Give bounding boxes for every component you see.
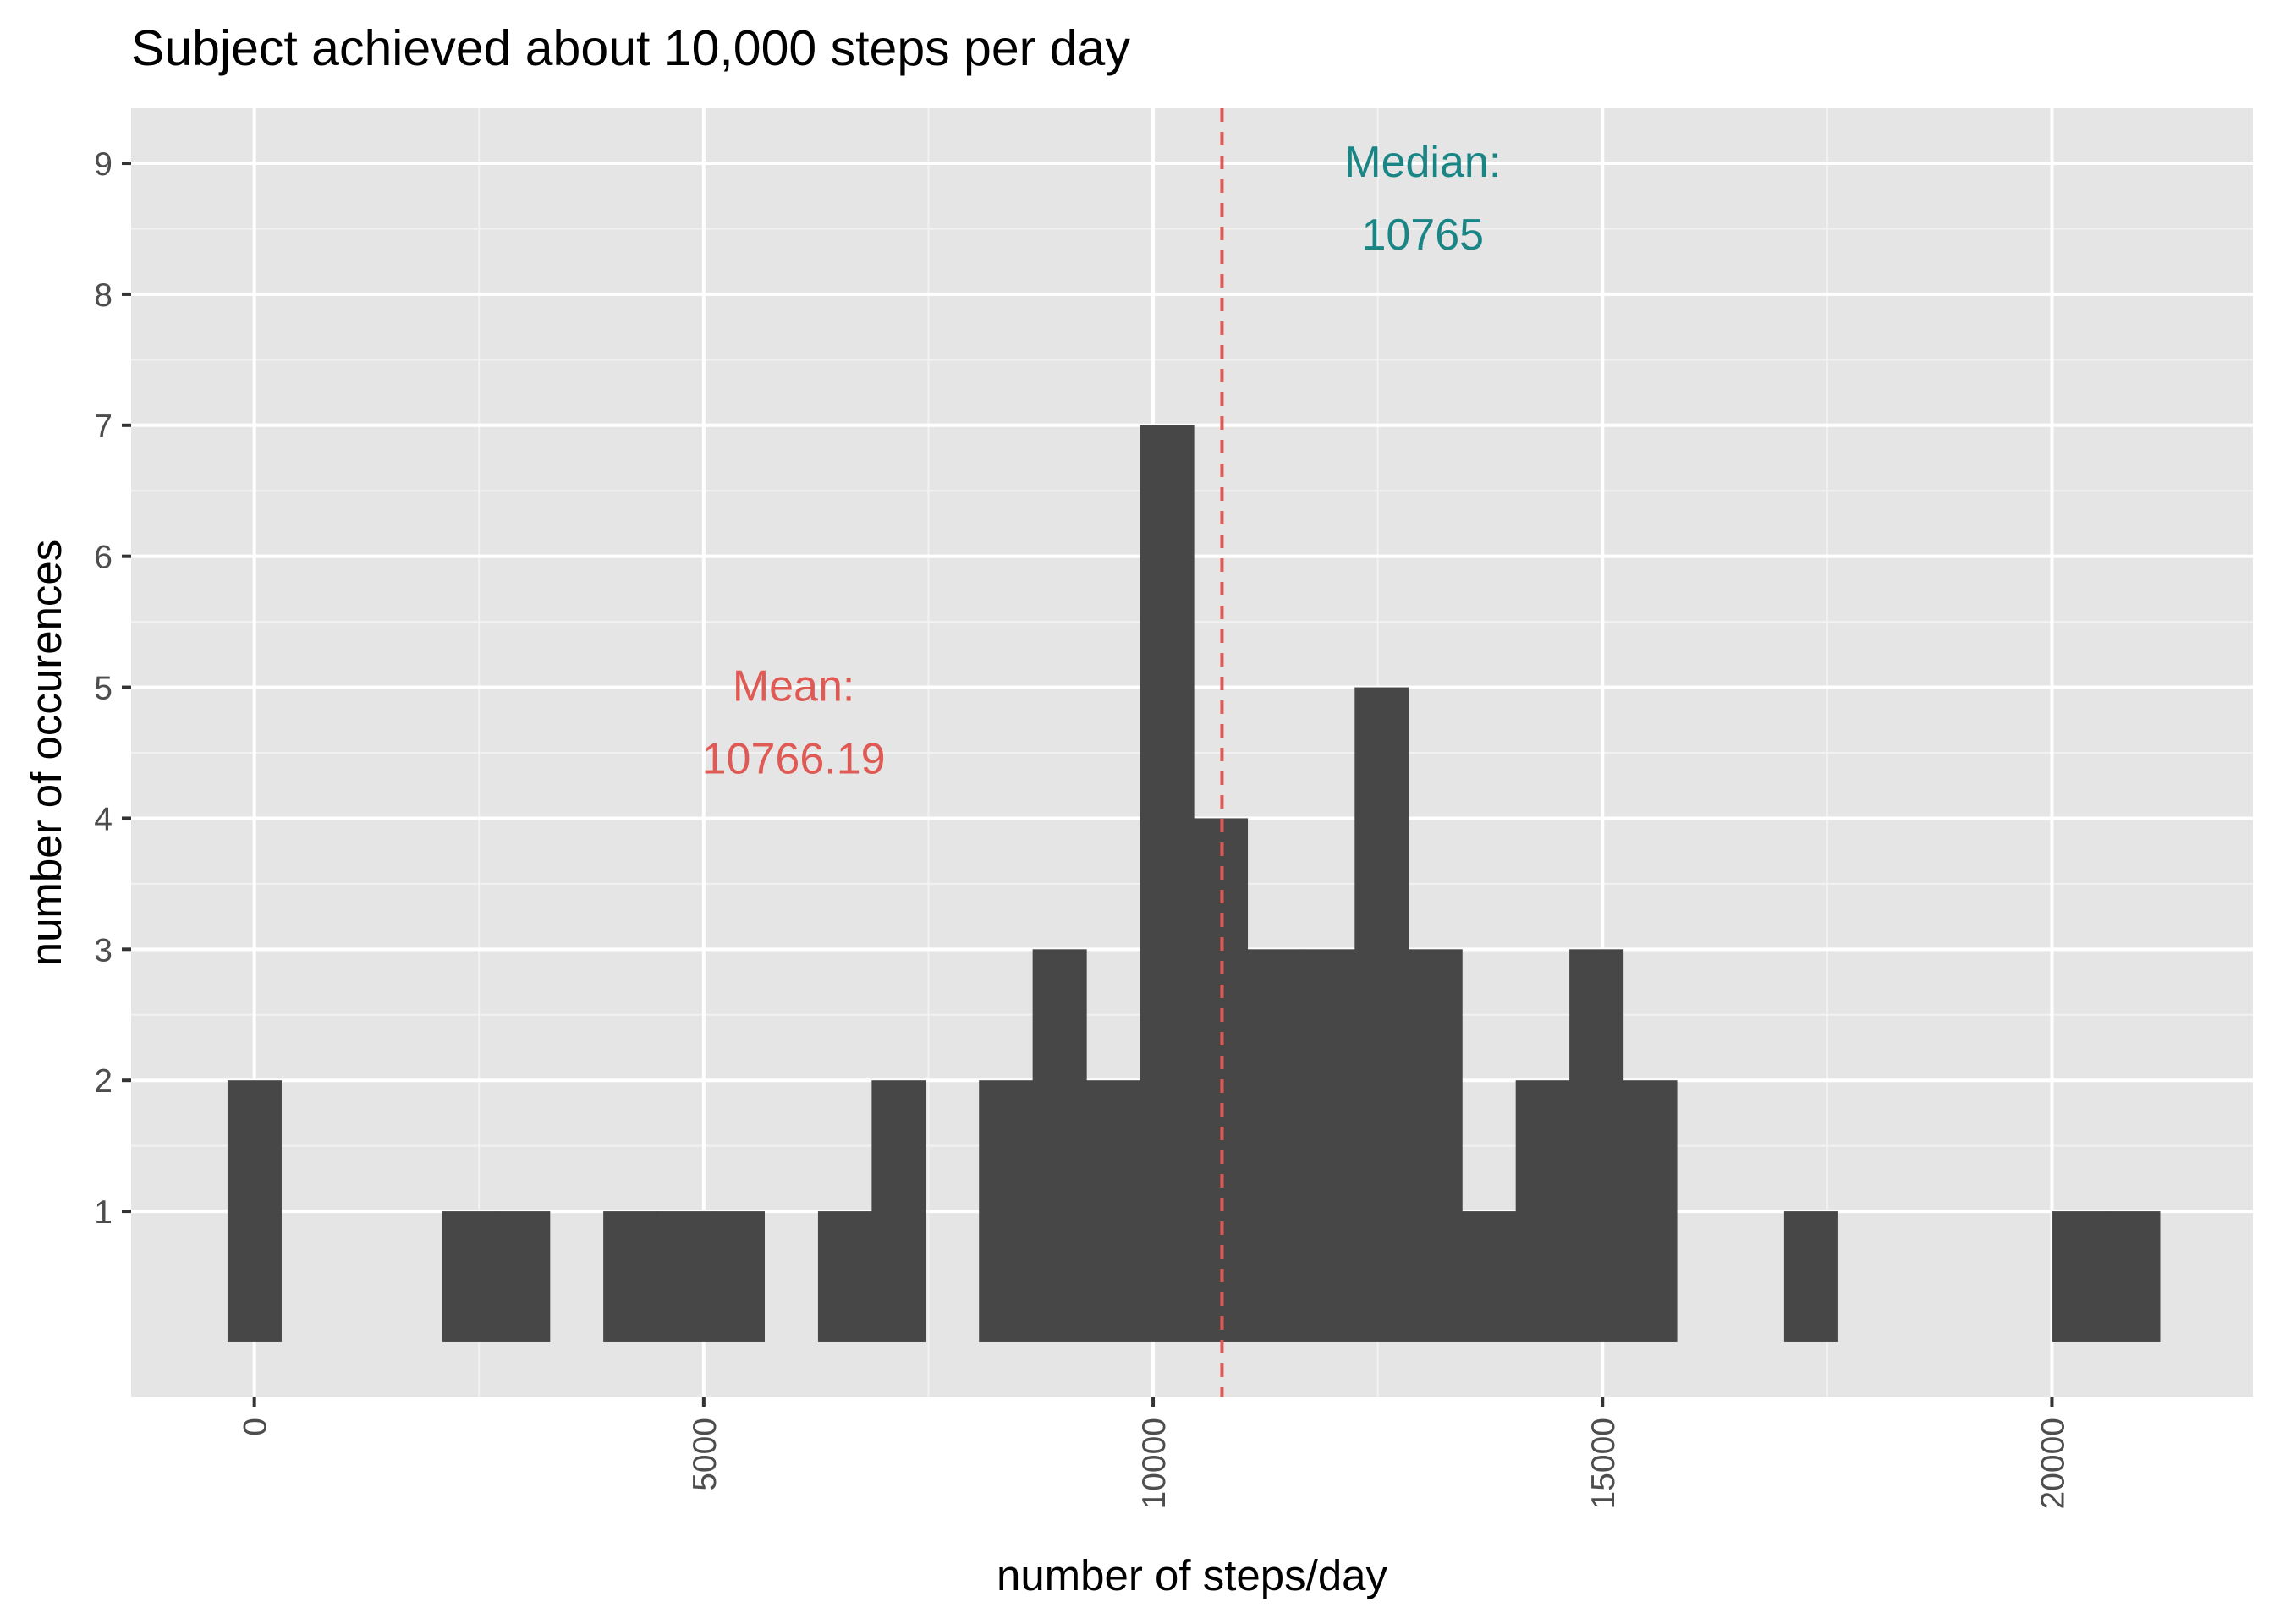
- histogram-bar: [1623, 1080, 1678, 1342]
- histogram-bar: [1408, 949, 1463, 1342]
- x-tick-label: 5000: [687, 1418, 723, 1491]
- y-tick-label: 6: [94, 540, 113, 576]
- y-tick-label: 1: [94, 1194, 113, 1231]
- histogram-bar: [1140, 425, 1195, 1342]
- y-tick-label: 7: [94, 409, 113, 445]
- histogram-bar: [979, 1080, 1034, 1342]
- histogram-bar: [1462, 1211, 1517, 1342]
- y-axis: 1 2 3 4 5 6 7 8 9: [94, 146, 131, 1231]
- histogram-bar: [1783, 1211, 1838, 1342]
- mean-label: Mean:: [733, 662, 855, 711]
- histogram-bar: [1569, 949, 1624, 1342]
- histogram-bar: [871, 1080, 926, 1342]
- chart-title: Subject achieved about 10,000 steps per …: [131, 20, 1130, 76]
- annotations: Mean: 10766.19 Median: 10765: [702, 138, 1502, 784]
- x-tick-label: 0: [238, 1418, 274, 1436]
- histogram-bars: [227, 425, 2161, 1342]
- histogram-bar: [496, 1211, 551, 1342]
- x-tick-label: 20000: [2035, 1418, 2071, 1509]
- y-tick-label: 9: [94, 146, 113, 183]
- histogram-bar: [442, 1211, 497, 1342]
- histogram-bar: [1032, 949, 1087, 1342]
- histogram-bar: [1247, 949, 1302, 1342]
- y-tick-label: 4: [94, 801, 113, 837]
- x-tick-label: 15000: [1585, 1418, 1622, 1509]
- x-axis-title: number of steps/day: [997, 1551, 1388, 1599]
- histogram-bar: [1086, 1080, 1141, 1342]
- y-tick-label: 8: [94, 277, 113, 314]
- y-axis-title: number of occurences: [22, 540, 70, 967]
- histogram-bar: [603, 1211, 658, 1342]
- histogram-bar: [1515, 1080, 1570, 1342]
- mean-value: 10766.19: [702, 735, 886, 784]
- y-tick-label: 3: [94, 932, 113, 968]
- x-axis: 0 5000 10000 15000 20000: [238, 1397, 2071, 1509]
- histogram-bar: [1354, 687, 1409, 1342]
- histogram-bar: [227, 1080, 282, 1342]
- histogram-bar: [656, 1211, 711, 1342]
- histogram-bar: [2052, 1211, 2107, 1342]
- histogram-bar: [817, 1211, 872, 1342]
- x-tick-label: 10000: [1136, 1418, 1173, 1509]
- histogram-bar: [2106, 1211, 2161, 1342]
- y-tick-label: 5: [94, 671, 113, 707]
- histogram-bar: [1300, 949, 1355, 1342]
- median-label: Median:: [1344, 138, 1501, 187]
- histogram-bar: [710, 1211, 766, 1342]
- y-tick-label: 2: [94, 1063, 113, 1100]
- median-value: 10765: [1361, 211, 1484, 260]
